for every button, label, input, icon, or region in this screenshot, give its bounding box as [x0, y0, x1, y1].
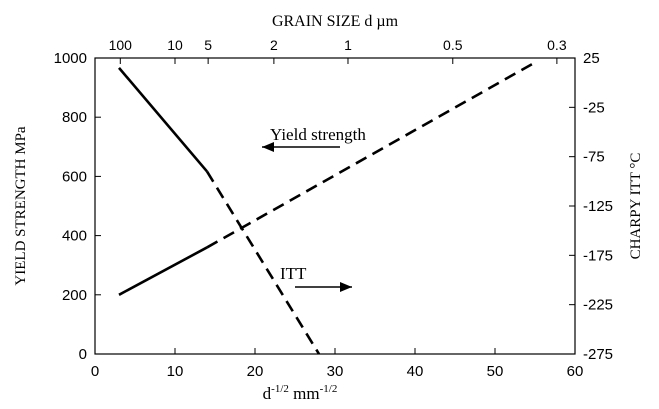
top-tick-label: 0.3 — [547, 37, 567, 53]
plot-frame — [94, 57, 576, 355]
y-left-tick-label: 600 — [62, 168, 87, 185]
y-right-tick-label: -25 — [583, 99, 605, 116]
y-left-tick-label: 1000 — [54, 50, 87, 67]
y-left-tick-label: 0 — [79, 346, 87, 363]
arrow-left-icon — [262, 142, 340, 152]
y-right-tick-label: 25 — [583, 50, 600, 67]
x-tick-label: 50 — [487, 363, 504, 380]
x-label-unit: mm — [293, 384, 319, 403]
y-left-tick-label: 200 — [62, 287, 87, 304]
x-tick-label: 60 — [567, 363, 584, 380]
top-tick-label: 0.5 — [443, 37, 463, 53]
y-right-tick-label: -75 — [583, 149, 605, 166]
x-tick-label: 30 — [327, 363, 344, 380]
y-left-tick-label: 400 — [62, 228, 87, 245]
y-right-label: CHARPY ITT °C — [628, 153, 644, 260]
top-tick-label: 1 — [344, 37, 352, 53]
x-label-sup: -1/2 — [271, 383, 289, 395]
series-line-itt-dashed — [205, 170, 321, 355]
y-left-tick-label: 800 — [62, 109, 87, 126]
y-right-tick-label: -225 — [583, 297, 613, 314]
series-line-yield-strength-dashed — [206, 61, 536, 249]
x-tick-label: 0 — [91, 363, 99, 380]
x-tick-label: 40 — [407, 363, 424, 380]
top-axis-label: GRAIN SIZE d µm — [272, 13, 399, 30]
series-line-yield-strength-solid — [118, 246, 208, 296]
series-layer — [118, 61, 536, 355]
ticks-layer: 0 10 20 30 40 50 6002004006008001000-275-225-1… — [54, 37, 613, 380]
x-axis-label: d-1/2 mm-1/2 — [263, 383, 338, 403]
x-label-symbol: d — [263, 384, 272, 403]
top-tick-label: 5 — [204, 37, 212, 53]
annotation-yield-strength: Yield strength — [270, 125, 366, 144]
series-line-itt-solid — [118, 67, 208, 173]
y-right-tick-label: -175 — [583, 247, 613, 264]
y-left-label: YIELD STRENGTH MPa — [13, 126, 29, 285]
top-tick-label: 10 — [167, 37, 183, 53]
annotation-itt: ITT — [280, 264, 307, 283]
x-label-unit-sup: -1/2 — [320, 383, 338, 395]
x-tick-label: 10 — [167, 363, 184, 380]
y-right-tick-label: -125 — [583, 198, 613, 215]
x-tick-label: 20 — [247, 363, 264, 380]
top-tick-label: 2 — [270, 37, 278, 53]
y-right-tick-label: -275 — [583, 346, 613, 363]
arrow-right-icon — [295, 282, 352, 292]
top-tick-label: 100 — [109, 37, 133, 53]
